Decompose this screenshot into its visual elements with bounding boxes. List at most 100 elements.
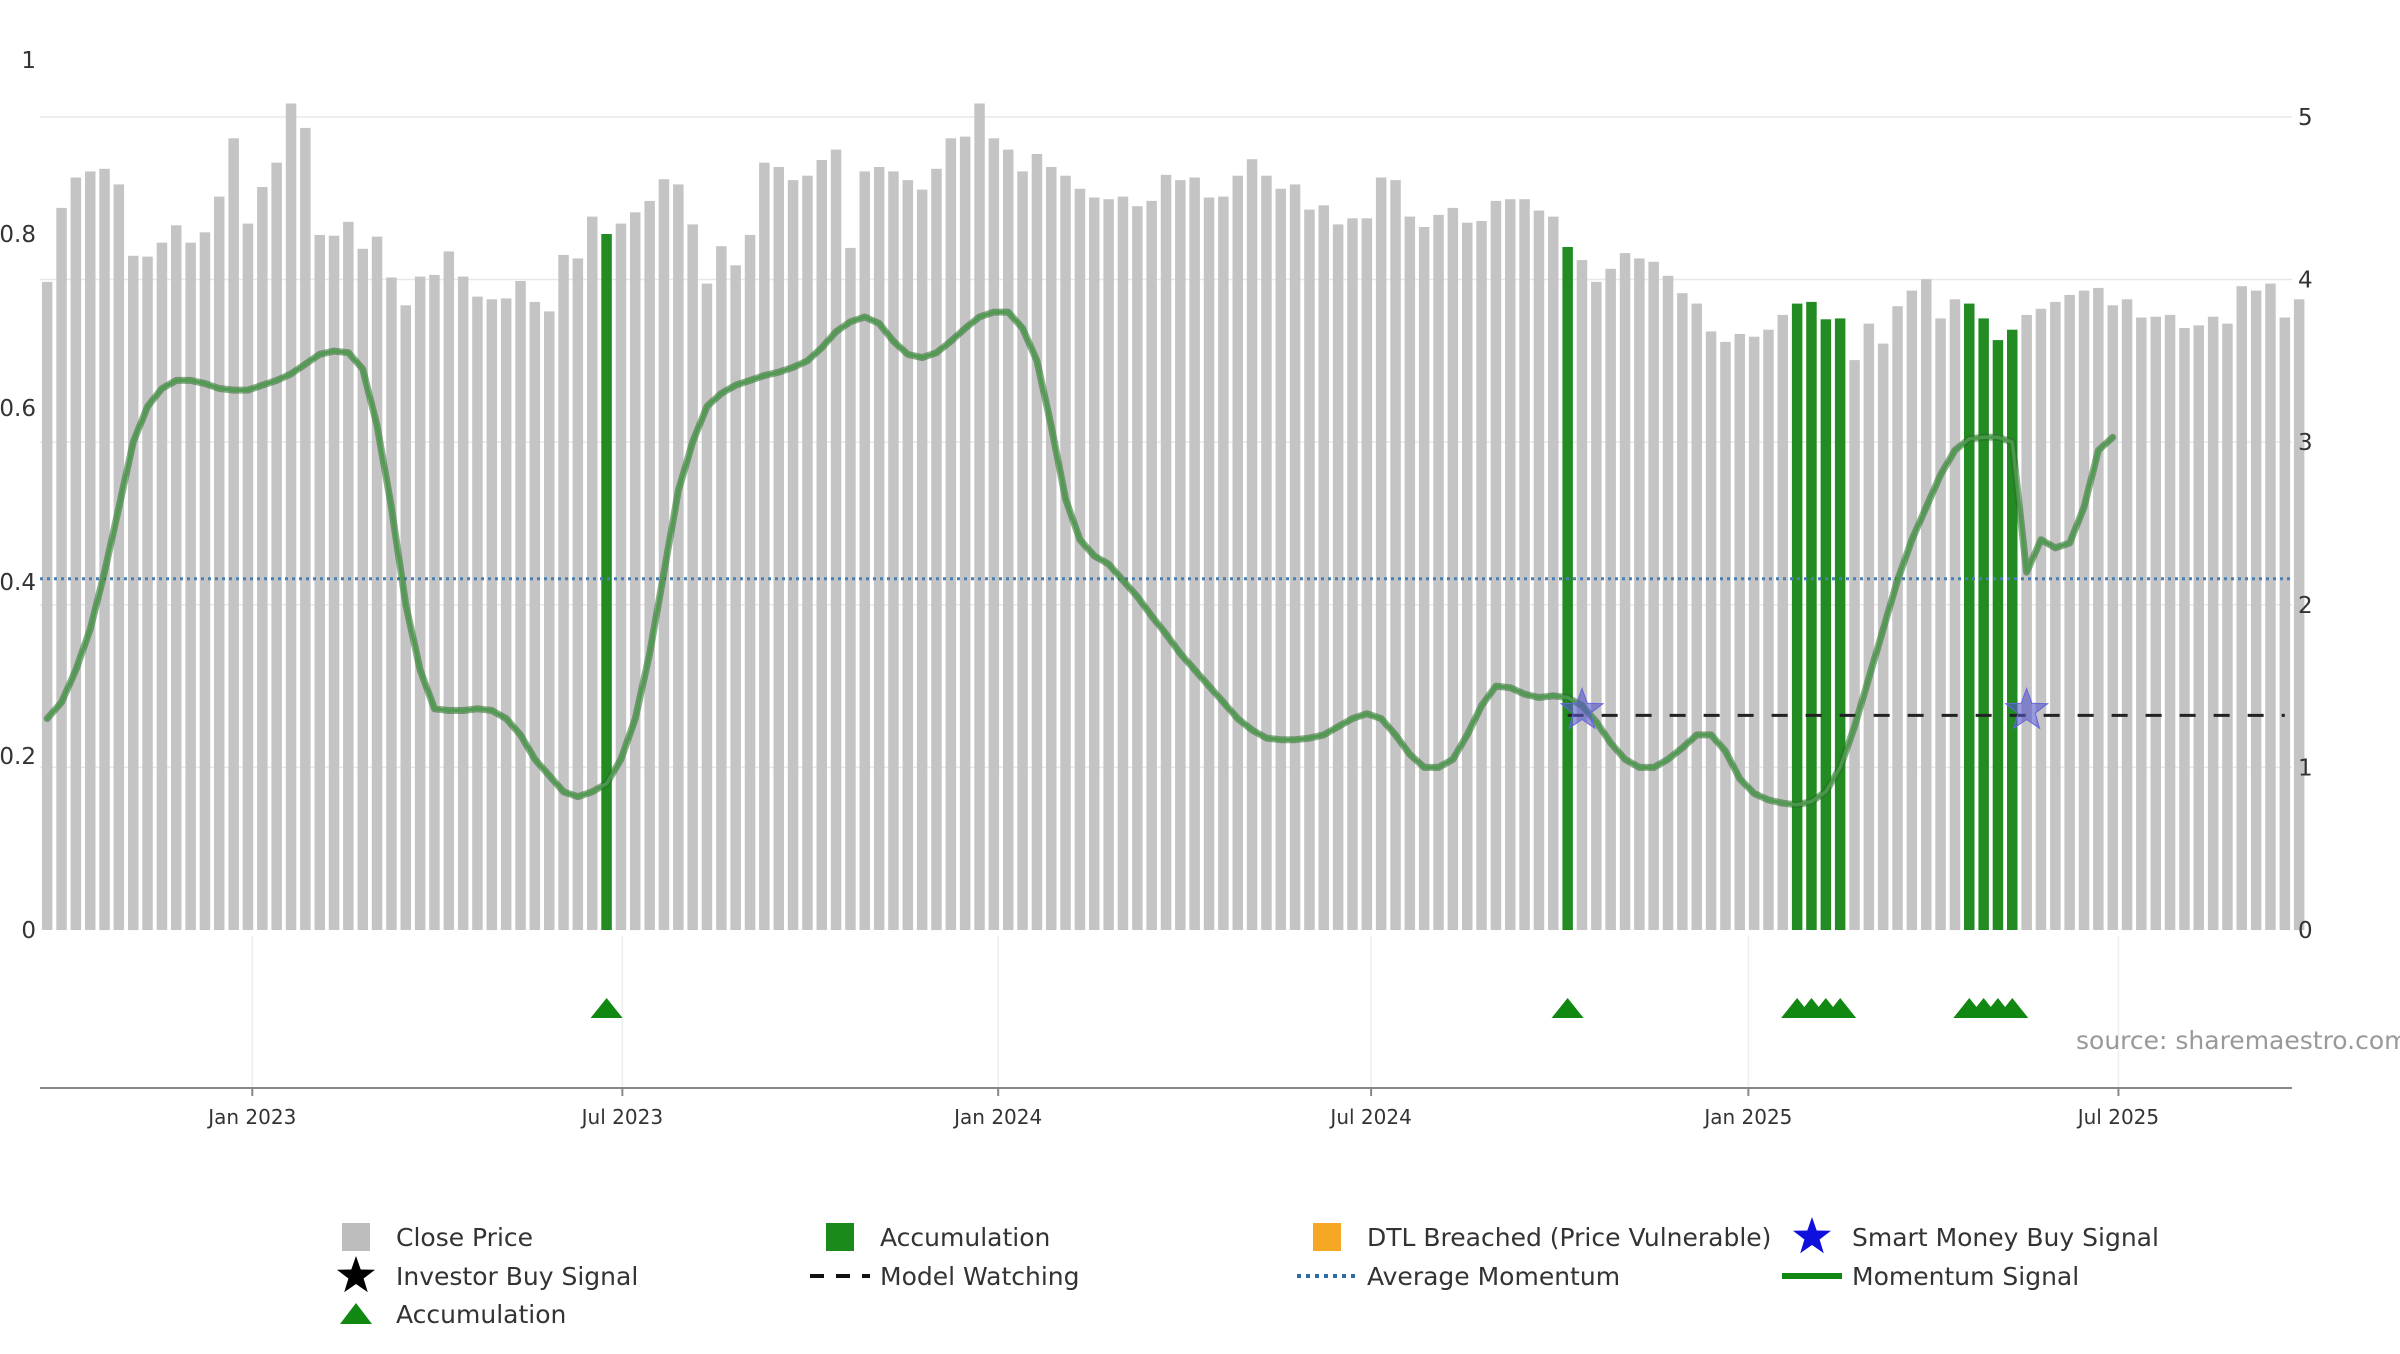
legend-swatch-star — [337, 1256, 375, 1293]
close-price-bar — [414, 276, 426, 931]
close-price-bar — [1261, 175, 1272, 930]
left-axis-tick-label: 0.6 — [0, 396, 36, 422]
legend-label: Accumulation — [880, 1223, 1050, 1252]
close-price-bar — [2222, 323, 2233, 931]
close-price-bar — [830, 149, 842, 931]
close-price-bar — [2207, 316, 2219, 930]
left-axis-tick-label: 0.8 — [0, 222, 36, 248]
legend-item: Accumulation — [826, 1223, 1050, 1252]
close-price-bar — [1505, 199, 1516, 930]
close-price-bar — [56, 207, 67, 930]
close-price-bar — [371, 236, 383, 931]
close-price-bar — [285, 103, 297, 930]
close-price-bar — [2265, 283, 2276, 931]
x-axis-tick-label: Jan 2025 — [1702, 1105, 1792, 1129]
close-price-bar — [1906, 290, 1918, 931]
legend-item: Accumulation — [340, 1300, 566, 1329]
close-price-bar — [2064, 294, 2075, 930]
legend: Close Price Accumulation DTL Breached (Pri… — [337, 1217, 2159, 1329]
close-price-bar — [615, 223, 627, 931]
accumulation-triangle — [1551, 998, 1584, 1018]
close-price-bar — [1447, 207, 1459, 930]
close-price-bar — [1462, 222, 1473, 930]
close-price-bar — [1892, 306, 1903, 930]
close-price-bar — [1132, 206, 1143, 930]
close-price-bar — [730, 265, 741, 930]
legend-swatch-star — [1793, 1217, 1831, 1254]
close-price-bar — [1591, 281, 1602, 930]
close-price-bar — [1289, 184, 1301, 930]
accumulation-bar — [1806, 301, 1817, 930]
close-price-bar — [1519, 199, 1530, 930]
close-price-bar — [1117, 196, 1129, 931]
close-price-bar — [1548, 216, 1559, 931]
close-price-bar — [859, 171, 870, 930]
close-price-bar — [1677, 293, 1688, 930]
close-price-bar — [1605, 268, 1616, 930]
close-price-bar — [2250, 290, 2262, 931]
close-price-bar — [1935, 318, 1946, 930]
accumulation-bar — [1978, 318, 1989, 930]
accumulation-markers — [590, 998, 2029, 1018]
right-axis-tick-label: 5 — [2298, 105, 2313, 131]
close-price-bar — [443, 251, 455, 930]
close-price-bar — [1418, 227, 1430, 930]
close-price-bar — [1060, 175, 1071, 930]
accumulation-triangle — [1996, 998, 2029, 1018]
close-price-bar — [1533, 210, 1545, 930]
close-price-bar — [2164, 314, 2176, 930]
close-price-bar — [873, 167, 885, 930]
left-axis-tick-label: 0 — [21, 918, 36, 944]
close-price-bar — [128, 255, 139, 931]
close-price-bar — [744, 234, 756, 930]
legend-item: Smart Money Buy Signal — [1793, 1217, 2159, 1254]
legend-label: Investor Buy Signal — [396, 1262, 638, 1291]
close-price-bar — [2193, 325, 2204, 930]
close-price-bar — [214, 196, 225, 931]
right-axis-tick-label: 3 — [2298, 430, 2313, 456]
legend-label: DTL Breached (Price Vulnerable) — [1367, 1223, 1771, 1252]
close-price-bar — [1634, 258, 1645, 930]
accumulation-bar — [1834, 318, 1846, 930]
smart-money-markers — [1559, 687, 2050, 730]
close-price-bar — [787, 180, 799, 931]
close-price-bar — [1777, 314, 1788, 930]
close-price-bar — [2107, 305, 2118, 930]
legend-label: Model Watching — [880, 1262, 1080, 1291]
close-price-bar — [2293, 299, 2305, 931]
close-price-bar — [386, 277, 397, 930]
close-price-bar — [1203, 197, 1215, 930]
close-price-bar — [644, 200, 655, 930]
close-price-bar — [271, 162, 282, 930]
accumulation-bar — [1964, 303, 1975, 931]
legend-item: Model Watching — [810, 1262, 1080, 1291]
close-price-bar — [773, 167, 784, 930]
close-price-bar — [2150, 316, 2161, 930]
close-price-bar — [1763, 329, 1774, 930]
close-price-bar — [1246, 159, 1258, 930]
reference-lines — [40, 577, 2292, 717]
close-price-bar — [945, 138, 957, 931]
close-price-bar — [1160, 174, 1172, 931]
x-axis-tick-label: Jul 2023 — [580, 1105, 663, 1129]
close-price-bar — [1375, 177, 1387, 930]
close-price-bar — [1275, 188, 1286, 931]
legend-label: Average Momentum — [1367, 1262, 1620, 1291]
close-price-bar — [1318, 205, 1329, 931]
close-price-bar — [587, 216, 598, 931]
accumulation-bar — [1562, 247, 1573, 930]
close-price-bar — [1662, 275, 1674, 930]
close-price-bar — [802, 175, 813, 930]
right-axis-tick-label: 1 — [2298, 755, 2313, 781]
close-price-bar — [2093, 287, 2104, 930]
legend-swatch-square — [826, 1223, 854, 1251]
close-price-bar — [142, 256, 153, 931]
legend-label: Accumulation — [396, 1300, 566, 1329]
close-price-bar — [529, 301, 541, 930]
close-price-bar — [70, 177, 82, 930]
legend-item: DTL Breached (Price Vulnerable) — [1313, 1223, 1771, 1252]
close-price-bar — [816, 160, 827, 930]
smart-money-buy-star — [1559, 687, 1605, 730]
